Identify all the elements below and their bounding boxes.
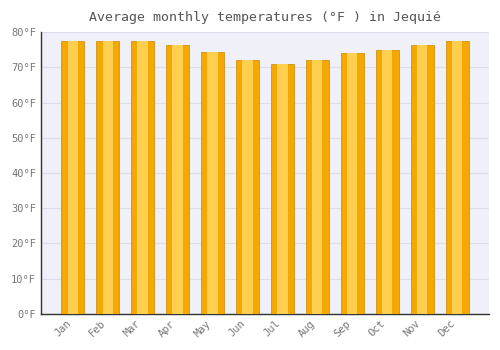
Title: Average monthly temperatures (°F ) in Jequié: Average monthly temperatures (°F ) in Je… [89, 11, 441, 24]
Bar [271, 64, 294, 314]
Bar [166, 44, 189, 314]
Bar [131, 41, 154, 314]
Bar [376, 50, 398, 314]
Bar [68, 41, 78, 314]
Bar [446, 41, 468, 314]
Bar [201, 51, 224, 314]
Bar [242, 60, 252, 314]
Bar [411, 44, 434, 314]
Bar [312, 60, 322, 314]
Bar [172, 44, 182, 314]
Bar [138, 41, 147, 314]
Bar [102, 41, 113, 314]
Bar [62, 41, 84, 314]
Bar [417, 44, 428, 314]
Bar [96, 41, 119, 314]
Bar [208, 51, 218, 314]
Bar [347, 53, 358, 314]
Bar [341, 53, 363, 314]
Bar [236, 60, 259, 314]
Bar [306, 60, 328, 314]
Bar [452, 41, 462, 314]
Bar [278, 64, 287, 314]
Bar [382, 50, 392, 314]
